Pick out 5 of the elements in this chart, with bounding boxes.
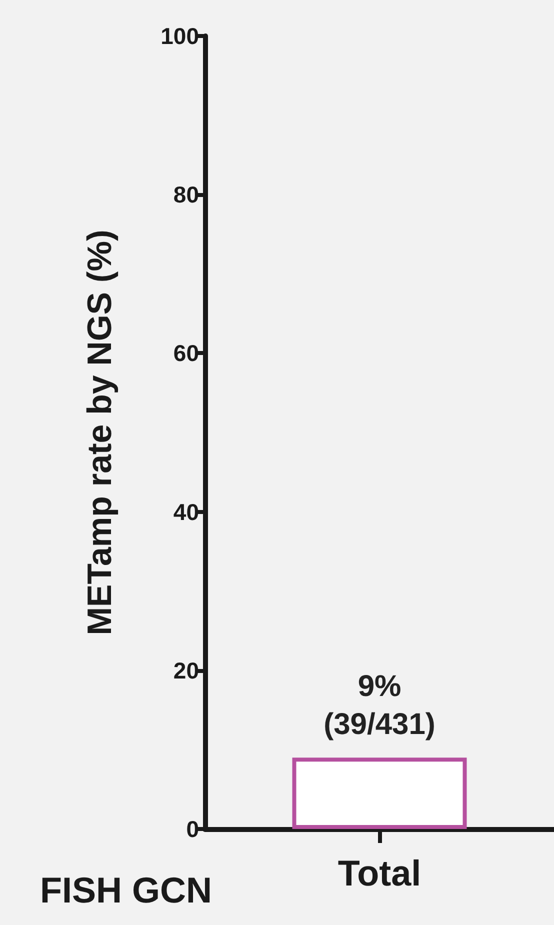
data-label: 9% (39/431) [324,670,436,742]
y-tick-label: 100 [160,23,199,49]
x-tick-label: Total [338,852,422,894]
x-axis-title: FISH GCN [40,870,212,910]
y-axis-title: METamp rate by NGS (%) [81,230,119,636]
